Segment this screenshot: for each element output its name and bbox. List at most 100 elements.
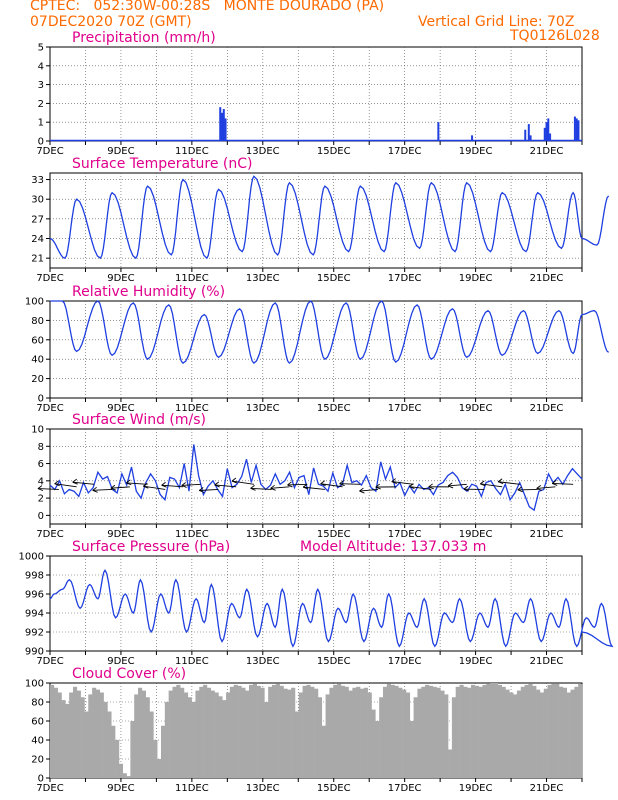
wind-arrow-head [287, 484, 293, 488]
y-tick-label: 0 [38, 511, 44, 522]
panel-rh: 0 20 40 60 80 100 7DEC 9DEC 11DEC 13DEC 15DEC 17DEC… [25, 284, 610, 414]
wind-arrow-head [199, 490, 205, 493]
precip-bar [545, 122, 548, 141]
cloud-bar [402, 689, 407, 778]
x-tick-label: 9DEC [107, 783, 134, 794]
wind-arrow-head [447, 485, 454, 489]
wind-arrow [339, 483, 361, 485]
cloud-bar [413, 697, 418, 778]
plot-frame [49, 555, 583, 652]
precip-bar [529, 135, 532, 141]
cloud-bar [486, 683, 491, 778]
cloud-bar [344, 686, 349, 778]
cloud-bar [53, 687, 58, 778]
y-tick-label: 3 [38, 80, 44, 91]
cloud-bar [298, 692, 303, 778]
y-tick-label: 27 [31, 214, 44, 225]
y-tick-label: 80 [31, 698, 44, 709]
wind-arrow-head [375, 486, 381, 490]
cloud-bar [172, 686, 177, 778]
y-tick-label: 1 [38, 118, 44, 129]
cloud-bar [195, 690, 200, 778]
cloud-bar [578, 683, 583, 778]
wind-arrow-head [339, 480, 344, 485]
cloud-bar [340, 685, 346, 778]
x-tick-label: 17DEC [388, 656, 422, 667]
wind-arrow [214, 484, 237, 488]
cloud-bar [111, 725, 116, 778]
cloud-bar [474, 685, 479, 778]
y-tick-label: 4 [38, 476, 44, 487]
x-tick-label: 7DEC [36, 529, 63, 540]
wind-arrow-head [409, 486, 415, 490]
cloud-bar [138, 687, 143, 778]
cloud-bar [61, 700, 66, 778]
wind-arrow-head [497, 478, 503, 483]
wind-arrow [287, 483, 308, 486]
precip-bar [549, 133, 552, 141]
cloud-bar [432, 686, 437, 778]
precip-bar [527, 124, 530, 141]
x-tick-label: 17DEC [388, 529, 422, 540]
cloud-bar [490, 683, 495, 778]
wind-arrow [37, 488, 59, 490]
cloud-bar [543, 688, 548, 778]
cloud-bar [103, 702, 108, 778]
cloud-bar [164, 702, 169, 778]
plot-frame [49, 300, 583, 399]
cloud-bar [379, 697, 384, 778]
wind-arrow-head [161, 484, 167, 488]
y-tick-label: 992 [25, 628, 44, 639]
cloud-bar [329, 687, 334, 778]
wind-arrow-head [551, 480, 557, 484]
wind-arrow [126, 482, 148, 485]
panel-title: Surface Temperature (nC) [72, 156, 253, 172]
wind-arrow-head [463, 485, 469, 490]
cloud-bar [375, 721, 380, 778]
x-tick-label: 21DEC [530, 656, 564, 667]
cloud-bar [314, 688, 319, 778]
cloud-bar [501, 686, 506, 778]
cloud-bar [444, 694, 449, 778]
cloud-bar [463, 686, 468, 778]
header-run-date: 07DEC2020 70Z (GMT) [30, 14, 192, 30]
cloud-bar [126, 776, 131, 778]
precip-bar [543, 127, 546, 141]
wind-arrow [161, 484, 184, 488]
cloud-bar [570, 689, 575, 778]
y-tick-label: 2 [38, 99, 44, 110]
precip-bar [437, 122, 440, 141]
y-tick-label: 20 [31, 755, 44, 766]
cloud-bar [180, 687, 185, 778]
wind-arrow [72, 481, 95, 485]
x-tick-label: 9DEC [107, 273, 134, 284]
cloud-bar [291, 687, 296, 778]
cloud-bar [417, 688, 422, 778]
cloud-bar [363, 687, 368, 778]
y-tick-label: 20 [31, 374, 44, 385]
panel-temp: 21 24 27 30 33 7DEC 9DEC 11DEC 13DEC 15DEC 17DEC 19… [31, 156, 610, 284]
cloud-bar [134, 694, 139, 778]
cloud-bar [241, 687, 246, 778]
cloud-bar [256, 685, 261, 778]
cloud-bar [551, 683, 556, 778]
y-tick-label: 4 [38, 61, 44, 72]
cloud-bar [455, 686, 460, 778]
y-tick-label: 2 [38, 494, 44, 505]
cloud-bar [497, 684, 502, 778]
y-tick-label: 1000 [19, 552, 44, 563]
panel-precip: 0 1 2 3 4 5 7DEC 9DEC 11DEC 13DEC 15DEC 17DEC 19DEC 2… [36, 30, 583, 157]
x-tick-label: 13DEC [246, 403, 280, 414]
cloud-bar [306, 684, 311, 778]
y-tick-label: 5 [38, 43, 44, 54]
y-tick-label: 8 [38, 442, 44, 453]
panel-title: Cloud Cover (%) [72, 666, 186, 682]
precip-bar [219, 107, 222, 141]
wind-arrow [199, 489, 219, 491]
precip-bar [471, 135, 474, 141]
cloud-bar [157, 759, 162, 778]
y-tick-label: 60 [31, 335, 44, 346]
y-tick-label: 33 [31, 175, 44, 186]
cloud-bar [302, 685, 307, 778]
wind-arrow-head [161, 481, 166, 486]
